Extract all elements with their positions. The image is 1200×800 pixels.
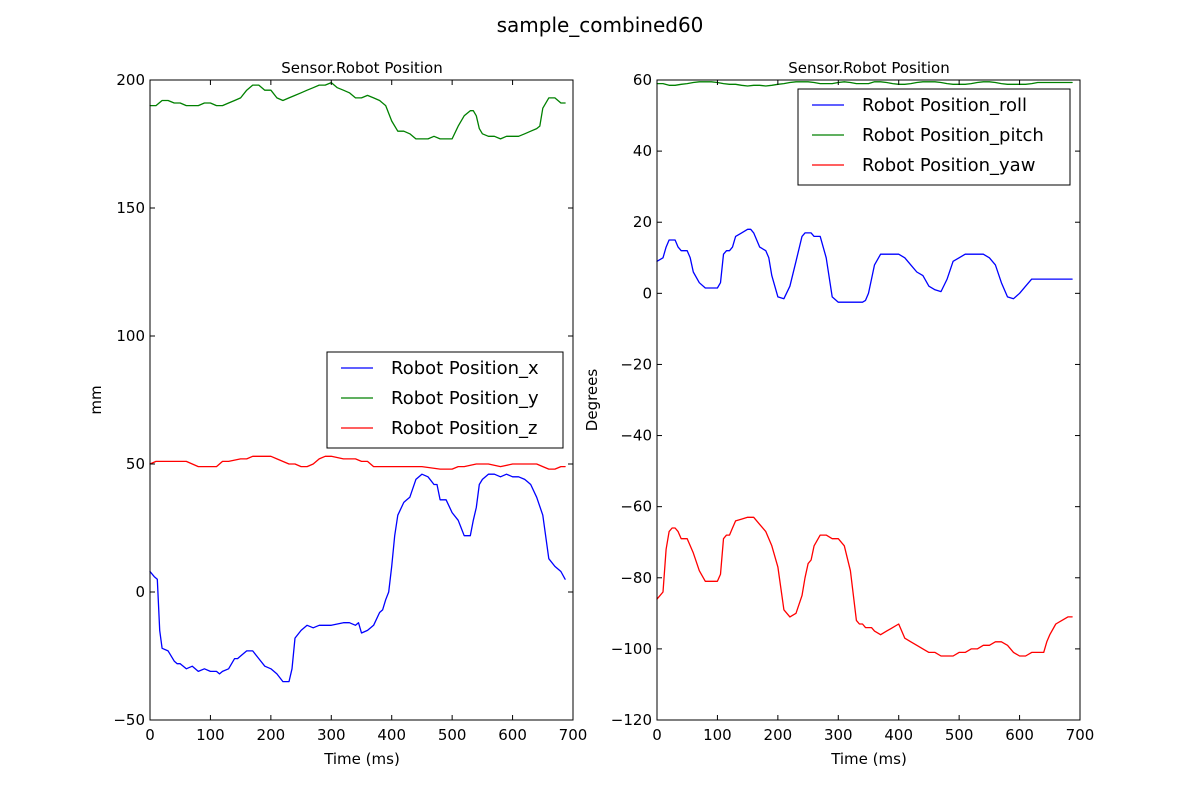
right-xtick-label: 400 (884, 726, 913, 744)
right-xtick-label: 100 (703, 726, 732, 744)
right-axes-frame (656, 79, 1081, 721)
left-axes-frame (149, 79, 574, 721)
series-line-robot-position-y (149, 81, 566, 140)
legend-label-robot-position-roll: Robot Position_roll (862, 95, 1027, 116)
right-xtick-label: 200 (764, 726, 793, 744)
right-ytick-label: 0 (642, 284, 652, 302)
left-xtick-label: 200 (257, 726, 286, 744)
right-legend: Robot Position_roll Robot Position_pitch R… (797, 88, 1071, 186)
legend-label-robot-position-x: Robot Position_x (391, 358, 539, 379)
right-ytick-label: −40 (620, 427, 652, 445)
left-xaxis-label: Time (ms) (323, 750, 400, 768)
right-axes-title: Sensor.Robot Position (788, 59, 949, 77)
legend-label-robot-position-z: Robot Position_z (391, 418, 537, 439)
series-line-robot-position-z (149, 455, 566, 470)
right-ticks: 0 100 200 300 400 500 600 700−120−100−80−60−40−… (611, 71, 1095, 744)
legend-label-robot-position-pitch: Robot Position_pitch (862, 125, 1044, 146)
left-xtick-label: 100 (196, 726, 225, 744)
left-ytick-label: −50 (113, 711, 145, 729)
left-xtick-label: 0 (145, 726, 155, 744)
left-xtick-label: 700 (559, 726, 588, 744)
right-ytick-label: −60 (620, 498, 652, 516)
right-ytick-label: 60 (633, 71, 652, 89)
right-xtick-label: 300 (824, 726, 853, 744)
left-ytick-label: 200 (116, 71, 145, 89)
right-axes: Sensor.Robot Position Time (ms) Degrees … (583, 59, 1094, 768)
right-ytick-label: −20 (620, 355, 652, 373)
right-ytick-label: 20 (633, 213, 652, 231)
left-ytick-label: 150 (116, 199, 145, 217)
series-line-robot-position-roll (656, 228, 1073, 303)
right-ytick-label: −100 (611, 640, 652, 658)
right-xtick-label: 500 (945, 726, 974, 744)
left-axes: Sensor.Robot Position Time (ms) mm 0 100 2… (87, 59, 587, 768)
legend-label-robot-position-yaw: Robot Position_yaw (862, 155, 1035, 176)
left-yaxis-label: mm (87, 385, 105, 414)
left-ytick-label: 50 (126, 455, 145, 473)
left-plot-area (149, 81, 566, 683)
left-xtick-label: 500 (438, 726, 467, 744)
right-xaxis-label: Time (ms) (830, 750, 907, 768)
left-ytick-label: 0 (135, 583, 145, 601)
right-xtick-label: 0 (652, 726, 662, 744)
left-xtick-label: 300 (317, 726, 346, 744)
right-ytick-label: −120 (611, 711, 652, 729)
right-ytick-label: 40 (633, 142, 652, 160)
right-ytick-label: −80 (620, 569, 652, 587)
series-line-robot-position-pitch (656, 81, 1073, 87)
left-axes-title: Sensor.Robot Position (281, 59, 442, 77)
figure-title: sample_combined60 (497, 13, 704, 37)
left-xtick-label: 400 (377, 726, 406, 744)
right-xtick-label: 600 (1005, 726, 1034, 744)
right-yaxis-label: Degrees (583, 369, 601, 432)
legend-label-robot-position-y: Robot Position_y (391, 388, 539, 409)
right-xtick-label: 700 (1066, 726, 1095, 744)
series-line-robot-position-yaw (656, 516, 1073, 657)
series-line-robot-position-x (149, 473, 566, 683)
left-xtick-label: 600 (498, 726, 527, 744)
left-legend: Robot Position_x Robot Position_y Robot Po… (326, 351, 564, 449)
right-plot-area (656, 81, 1073, 657)
left-ytick-label: 100 (116, 327, 145, 345)
